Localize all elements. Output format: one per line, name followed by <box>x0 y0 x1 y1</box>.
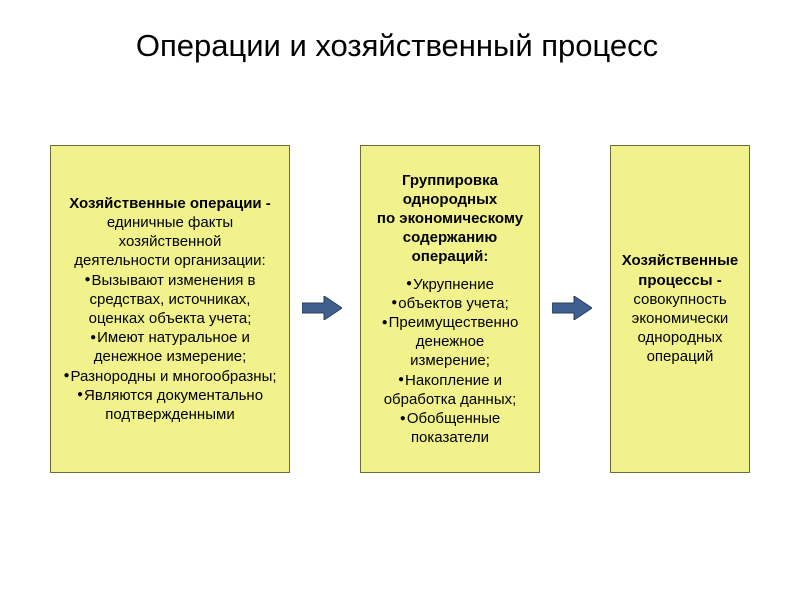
bullet-icon <box>77 387 84 404</box>
box1-b1a: Вызывают изменения в <box>92 272 256 289</box>
box-grouping: Группировка однородных по экономическому… <box>360 145 540 473</box>
box1-b3: Разнородны и многообразны; <box>70 368 276 385</box>
box1-heading: Хозяйственные операции - <box>69 195 271 212</box>
box1-sub1: единичные факты <box>107 214 233 231</box>
box3-t3: однородных <box>637 329 722 346</box>
box2-b1a: Укрупнение <box>413 276 494 293</box>
page-title: Операции и хозяйственный процесс <box>0 28 794 64</box>
box2-h5: операций: <box>412 248 489 265</box>
box2-b3b: обработка данных; <box>384 391 517 408</box>
arrow-icon <box>552 296 592 320</box>
box2-b2b: денежное <box>416 333 485 350</box>
box2-b3a: Накопление и <box>405 372 502 389</box>
box1-sub2: хозяйственной <box>119 233 222 250</box>
box2-b1b: объектов учета; <box>398 295 508 312</box>
box3-h2: процессы - <box>638 272 721 289</box>
box2-b4b: показатели <box>411 429 489 446</box>
bullet-icon <box>400 410 407 427</box>
box1-sub3: деятельности организации: <box>74 252 265 269</box>
box2-b2c: измерение; <box>410 352 490 369</box>
bullet-icon <box>382 314 389 331</box>
box2-h4: содержанию <box>403 229 497 246</box>
box-operations: Хозяйственные операции - единичные факты… <box>50 145 290 473</box>
box1-b2a: Имеют натуральное и <box>97 329 250 346</box>
bullet-icon <box>398 372 405 389</box>
box3-t4: операций <box>647 348 714 365</box>
box2-h3: по экономическому <box>377 210 523 227</box>
box3-t2: экономически <box>632 310 729 327</box>
box1-b1b: средствах, источниках, <box>90 291 251 308</box>
box-grouping-content: Группировка однородных по экономическому… <box>369 171 531 448</box>
box2-h2: однородных <box>403 191 498 208</box>
box3-h1: Хозяйственные <box>622 252 739 269</box>
box1-b1c: оценках объекта учета; <box>89 310 252 327</box>
box-processes: Хозяйственные процессы - совокупность эк… <box>610 145 750 473</box>
box1-b4a: Являются документально <box>84 387 263 404</box>
box-operations-content: Хозяйственные операции - единичные факты… <box>59 194 281 424</box>
box2-b4a: Обобщенные <box>407 410 500 427</box>
box1-b4b: подтвержденными <box>105 406 234 423</box>
arrow-icon <box>302 296 342 320</box>
bullet-icon <box>84 272 91 289</box>
box-processes-content: Хозяйственные процессы - совокупность эк… <box>619 251 741 366</box>
box1-b2b: денежное измерение; <box>94 348 247 365</box>
box2-b2a: Преимущественно <box>389 314 519 331</box>
box2-h1: Группировка <box>402 172 498 189</box>
box3-t1: совокупность <box>633 291 726 308</box>
